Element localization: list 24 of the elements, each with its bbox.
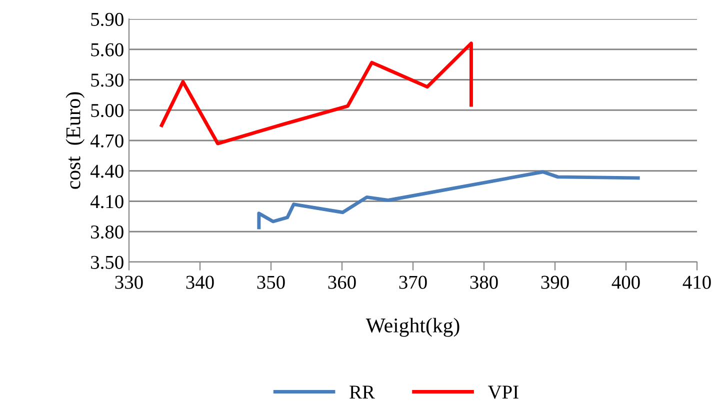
x-tick-label: 340 bbox=[186, 276, 214, 289]
y-tick-label: 4.10 bbox=[90, 195, 124, 208]
line-series bbox=[257, 170, 640, 230]
y-tick-label: 4.40 bbox=[90, 164, 124, 178]
legend-label: RR bbox=[350, 386, 375, 399]
x-tick-label: 370 bbox=[399, 276, 427, 289]
x-tick-label: 400 bbox=[612, 276, 640, 289]
y-tick-label: 3.80 bbox=[91, 225, 124, 239]
x-tick-label: 350 bbox=[257, 276, 285, 289]
x-axis-title: Weight(kg) bbox=[366, 318, 460, 337]
x-tick-label: 360 bbox=[328, 276, 356, 289]
y-tick-label: 5.90 bbox=[91, 12, 124, 26]
x-tick-label: 390 bbox=[541, 276, 569, 289]
x-tick-label: 380 bbox=[470, 276, 498, 289]
y-tick-label: 5.60 bbox=[91, 43, 124, 56]
y-tick-label: 5.00 bbox=[91, 104, 124, 118]
y-tick-label: 4.70 bbox=[90, 134, 124, 148]
y-tick-label: 3.50 bbox=[91, 256, 124, 270]
x-tick-label: 330 bbox=[115, 276, 143, 289]
x-tick-label: 410 bbox=[682, 276, 711, 289]
y-axis-title: cost (Euro) bbox=[66, 92, 85, 189]
legend-label: VPI bbox=[488, 386, 518, 399]
y-tick-label: 5.30 bbox=[91, 74, 124, 87]
line-series bbox=[160, 42, 473, 146]
